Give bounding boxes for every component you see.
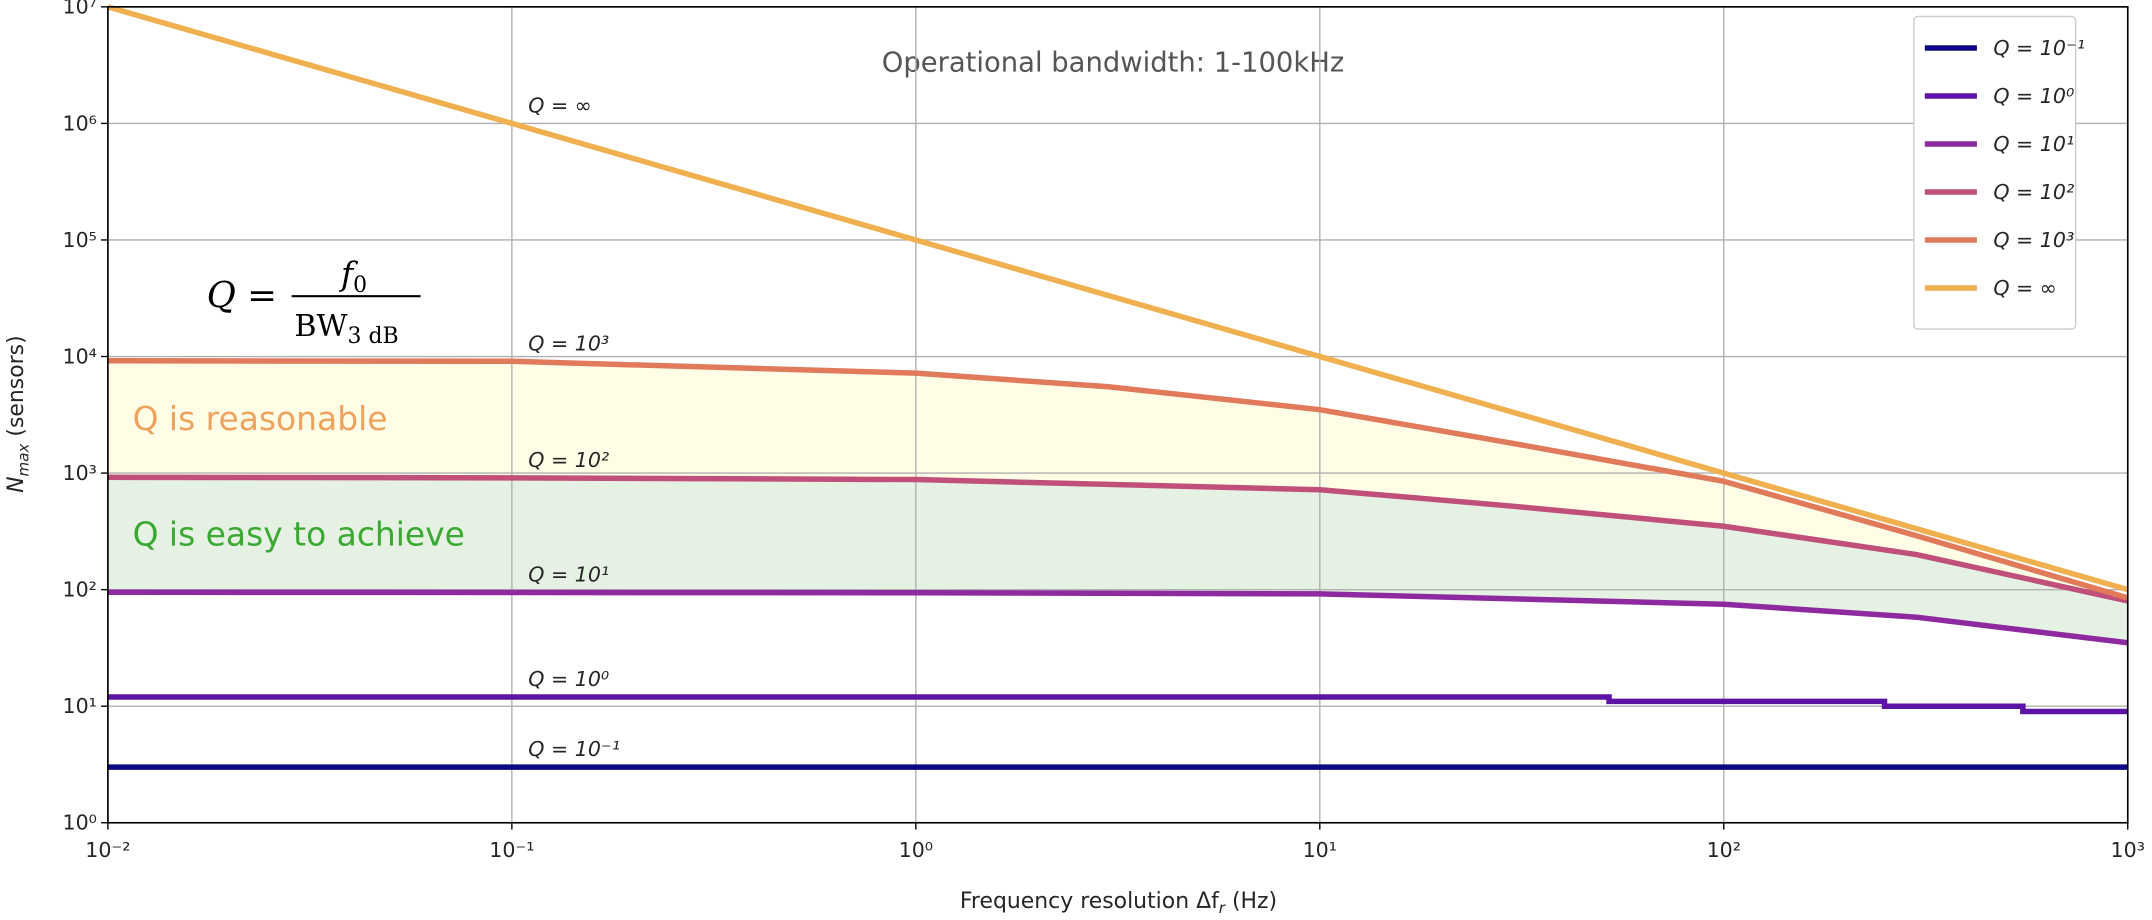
band-label: Q is reasonable [133, 399, 388, 438]
series-line [107, 694, 2128, 715]
x-tick-label: 10² [1707, 838, 1741, 862]
series-line [107, 474, 2129, 604]
x-label-tail: (Hz) [1225, 889, 1277, 914]
x-label-main: Frequency resolution Δf [960, 889, 1220, 914]
formula-numerator: f0 [338, 254, 367, 298]
legend-label: Q = 10¹ [1993, 132, 2074, 156]
curve-label: Q = 10² [528, 448, 609, 472]
formula-den-main: BW [294, 309, 347, 344]
fill-band [107, 360, 2128, 601]
plot-area: 10⁻² 10⁻¹ 10⁰ 10¹ 10² 10³ 10⁰ 10¹ 10² 10³ 10⁴ 10⁵ 10… [63, 0, 2145, 862]
formula-denominator: BW3 dB [294, 309, 398, 349]
x-tick-label: 10⁰ [899, 838, 933, 862]
curve-label: Q = 10³ [528, 331, 609, 355]
y-label-main: N [4, 476, 29, 492]
legend-label: Q = 10⁻¹ [1993, 36, 2085, 60]
legend-label: Q = ∞ [1993, 276, 2057, 300]
x-tick-label: 10¹ [1303, 838, 1337, 862]
y-tick-label: 10⁰ [63, 811, 97, 835]
y-axis-label: Nmax (sensors) [4, 335, 32, 493]
plot-frame [107, 6, 2129, 824]
legend-label: Q = 10² [1993, 180, 2074, 204]
y-tick-label: 10³ [63, 461, 97, 485]
y-tick-label: 10¹ [63, 694, 97, 718]
formula-lhs: Q = [207, 275, 277, 316]
curve-label: Q = 10¹ [528, 563, 609, 587]
band-label: Q is easy to achieve [133, 515, 465, 554]
y-label-sub: max [14, 443, 32, 477]
x-tick-label: 10³ [2111, 838, 2145, 862]
chart-title: Operational bandwidth: 1-100kHz [882, 47, 1344, 78]
y-tick-label: 10² [63, 577, 97, 601]
y-tick-label: 10⁷ [63, 0, 97, 19]
series-line [107, 358, 2129, 601]
x-tick-label: 10⁻¹ [489, 838, 534, 862]
formula-num-sub: 0 [353, 273, 367, 298]
formula: Q = f0 BW3 dB [207, 254, 421, 349]
series-line [107, 589, 2129, 646]
curve-label: Q = 10⁻¹ [528, 737, 620, 761]
y-tick-label: 10⁶ [63, 111, 97, 135]
legend: Q = 10⁻¹ Q = 10⁰ Q = 10¹ Q = 10² Q = 10³ Q = … [1913, 15, 2085, 330]
y-tick-label: 10⁴ [63, 344, 97, 368]
x-tick-label: 10⁻² [85, 838, 130, 862]
curve-label: Q = 10⁰ [528, 667, 609, 691]
x-axis-label: Frequency resolution Δfr (Hz) [960, 889, 1277, 916]
series-line [107, 4, 2129, 593]
x-label-sub: r [1219, 899, 1226, 916]
legend-label: Q = 10⁰ [1993, 84, 2074, 108]
formula-den-sub: 3 dB [348, 324, 399, 349]
y-label-tail: (sensors) [4, 335, 29, 443]
legend-label: Q = 10³ [1993, 228, 2074, 252]
y-tick-label: 10⁵ [63, 228, 97, 252]
curve-label: Q = ∞ [528, 93, 592, 117]
